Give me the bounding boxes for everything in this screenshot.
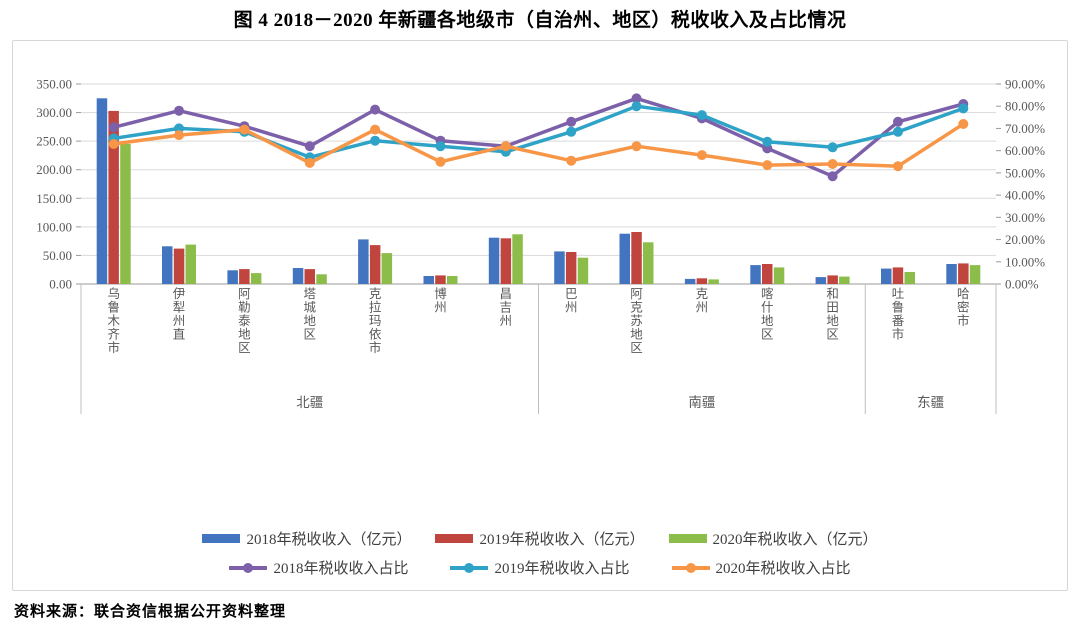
category-group-labels: 北疆 南疆 东疆 bbox=[296, 395, 944, 410]
legend-item-line-0: 2018年税收收入占比 bbox=[229, 557, 408, 578]
line-swatch-icon bbox=[671, 562, 710, 573]
svg-text:70.00%: 70.00% bbox=[1005, 121, 1045, 136]
svg-text:哈密市: 哈密市 bbox=[957, 287, 970, 328]
svg-text:伊犁州直: 伊犁州直 bbox=[173, 287, 186, 342]
line-series-2 bbox=[108, 119, 969, 172]
legend-label: 2018年税收收入占比 bbox=[273, 561, 409, 577]
svg-text:0.00%: 0.00% bbox=[1005, 277, 1039, 292]
svg-text:40.00%: 40.00% bbox=[1005, 188, 1045, 203]
line-swatch-icon bbox=[450, 562, 489, 573]
svg-text:昌吉州: 昌吉州 bbox=[500, 287, 513, 328]
svg-text:100.00: 100.00 bbox=[36, 219, 72, 234]
legend-label: 2019年税收收入占比 bbox=[494, 561, 630, 577]
bar-series-0 bbox=[96, 98, 957, 284]
svg-text:克州: 克州 bbox=[696, 287, 709, 315]
svg-text:克拉玛依市: 克拉玛依市 bbox=[369, 287, 382, 355]
chart-legend: 2018年税收收入（亿元） 2019年税收收入（亿元） 2020年税收收入（亿元） … bbox=[13, 528, 1067, 578]
svg-text:60.00%: 60.00% bbox=[1005, 143, 1045, 158]
svg-text:350.00: 350.00 bbox=[36, 77, 72, 92]
svg-text:80.00%: 80.00% bbox=[1005, 99, 1045, 114]
svg-text:20.00%: 20.00% bbox=[1005, 232, 1045, 247]
legend-item-bar-0: 2018年税收收入（亿元） bbox=[202, 528, 411, 549]
svg-text:30.00%: 30.00% bbox=[1005, 210, 1045, 225]
svg-text:阿克苏地区: 阿克苏地区 bbox=[630, 287, 643, 355]
svg-text:阿勒泰地区: 阿勒泰地区 bbox=[238, 287, 251, 355]
legend-item-line-2: 2020年税收收入占比 bbox=[671, 557, 851, 578]
svg-text:乌鲁木齐市: 乌鲁木齐市 bbox=[107, 286, 120, 355]
svg-text:200.00: 200.00 bbox=[36, 162, 72, 177]
svg-text:东疆: 东疆 bbox=[917, 395, 944, 410]
legend-label: 2020年税收收入占比 bbox=[715, 561, 851, 577]
source-note: 资料来源：联合资信根据公开资料整理 bbox=[14, 604, 287, 620]
svg-text:50.00: 50.00 bbox=[43, 248, 72, 263]
svg-text:吐鲁番市: 吐鲁番市 bbox=[892, 287, 905, 342]
svg-text:巴州: 巴州 bbox=[565, 287, 578, 315]
legend-label: 2020年税收收入（亿元） bbox=[712, 532, 878, 548]
legend-item-line-1: 2019年税收收入占比 bbox=[450, 557, 630, 578]
chart-title: 图 4 2018－2020 年新疆各地级市（自治州、地区）税收收入及占比情况 bbox=[233, 10, 847, 31]
svg-text:北疆: 北疆 bbox=[296, 395, 323, 410]
svg-text:300.00: 300.00 bbox=[36, 105, 72, 120]
legend-item-bar-1: 2019年税收收入（亿元） bbox=[435, 528, 645, 549]
legend-item-bar-2: 2020年税收收入（亿元） bbox=[668, 528, 878, 549]
svg-text:南疆: 南疆 bbox=[688, 395, 715, 410]
category-labels: 乌鲁木齐市 伊犁州直 阿勒泰地区 塔城地区 克拉玛依市 博州 昌吉州 巴州 阿克苏地区 克州 喀什地… bbox=[107, 286, 970, 355]
svg-text:250.00: 250.00 bbox=[36, 134, 72, 149]
chart-canvas: 350.00 300.00 250.00 200.00 150.00 100.00 50.0… bbox=[36, 77, 1045, 414]
gridlines bbox=[81, 83, 996, 285]
legend-row-bars: 2018年税收收入（亿元） 2019年税收收入（亿元） 2020年税收收入（亿元） bbox=[202, 528, 878, 549]
left-axis: 350.00 300.00 250.00 200.00 150.00 100.00 50.0… bbox=[36, 77, 81, 292]
svg-text:90.00%: 90.00% bbox=[1005, 77, 1045, 92]
svg-text:喀什地区: 喀什地区 bbox=[761, 287, 774, 342]
legend-row-lines: 2018年税收收入占比 2019年税收收入占比 2020年税收收入占比 bbox=[229, 557, 851, 578]
bar-swatch-icon bbox=[202, 534, 241, 543]
legend-label: 2018年税收收入（亿元） bbox=[246, 532, 412, 548]
line-series-0 bbox=[108, 93, 969, 182]
right-axis: 90.00% 80.00% 70.00% 60.00% 50.00% 40.00% 30.0… bbox=[996, 77, 1045, 292]
bar-series-1 bbox=[108, 110, 969, 285]
svg-text:0.00: 0.00 bbox=[49, 277, 72, 292]
svg-text:50.00%: 50.00% bbox=[1005, 165, 1045, 180]
chart-area: 350.00 300.00 250.00 200.00 150.00 100.00 50.0… bbox=[12, 40, 1068, 591]
svg-text:和田地区: 和田地区 bbox=[826, 287, 839, 342]
legend-label: 2019年税收收入（亿元） bbox=[479, 532, 645, 548]
line-swatch-icon bbox=[229, 562, 268, 573]
bar-series-2 bbox=[120, 144, 981, 284]
svg-text:博州: 博州 bbox=[434, 286, 447, 315]
svg-text:10.00%: 10.00% bbox=[1005, 254, 1045, 269]
category-dividers bbox=[80, 284, 997, 414]
svg-text:150.00: 150.00 bbox=[36, 191, 72, 206]
bar-swatch-icon bbox=[435, 534, 474, 543]
svg-text:塔城地区: 塔城地区 bbox=[304, 287, 317, 342]
bar-swatch-icon bbox=[668, 534, 707, 543]
